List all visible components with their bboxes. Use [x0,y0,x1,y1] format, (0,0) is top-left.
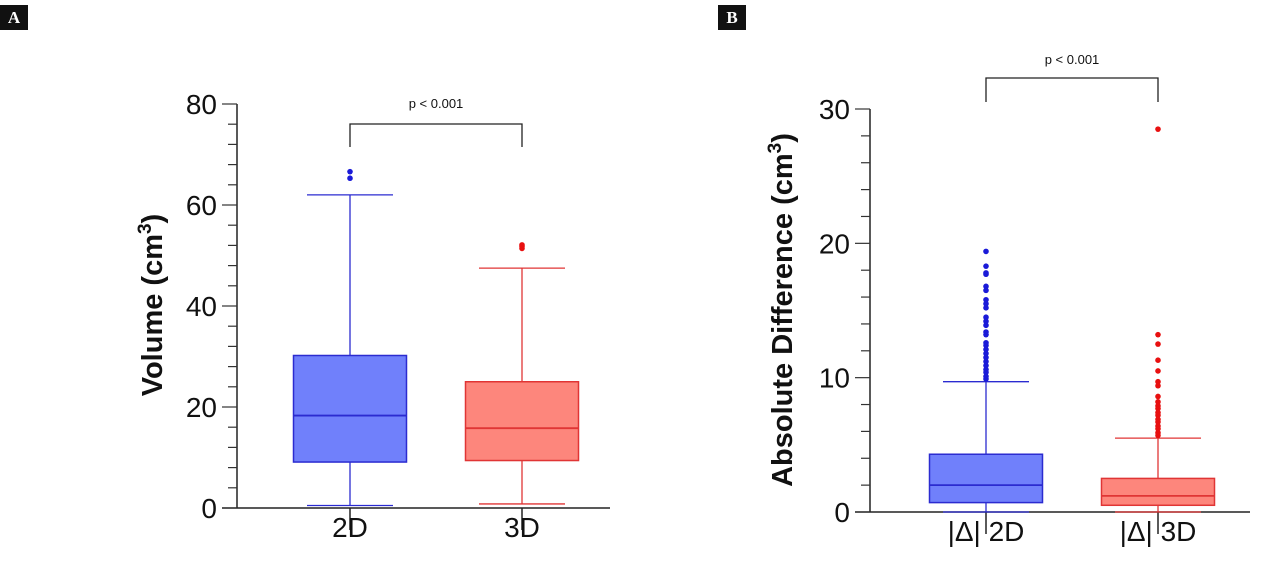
p-value-annotation: p < 0.001 [409,96,464,111]
panel-b: B 0 10 20 30 Absolute Difference (cm3) |Δ| 2D |… [718,5,1250,547]
outlier-point [1155,126,1161,132]
outlier-point [983,346,989,353]
x-category-label: 3D [504,512,540,543]
outlier-point [1155,419,1161,425]
outlier-point [1155,393,1161,400]
outlier-point [983,263,989,269]
outlier-point [983,314,989,321]
outlier-point [1155,368,1161,374]
outlier-point [983,287,989,294]
outlier-point [347,175,353,182]
y-axis-label-end: ) [137,214,169,224]
outlier-point [983,283,989,290]
significance-bracket [349,123,523,147]
outlier-point [1155,412,1161,419]
outlier-point [1155,432,1161,439]
outlier-point [1155,425,1161,432]
outlier-point [983,305,989,311]
p-value-annotation: p < 0.001 [1045,52,1100,67]
outlier-point [347,168,353,175]
outlier-point [983,362,989,369]
outlier-point [1155,341,1161,347]
outlier-point [983,300,989,307]
y-axis-label: Volume (cm3) [135,214,169,396]
x-category-label: |Δ| 2D [948,516,1025,547]
y-axis-label-superscript: 3 [765,143,786,154]
outlier-point [983,322,989,329]
outlier-point [983,376,989,382]
outlier-point [1155,357,1161,364]
outlier-point [983,248,989,255]
panel-label-box [0,5,28,30]
y-tick-label: 10 [819,363,850,394]
outlier-point [983,342,989,349]
box-2d: 2D [292,168,408,543]
outlier-point [1155,378,1161,385]
box-iqr [292,354,408,463]
outlier-point [983,318,989,325]
outlier-point [983,331,989,338]
outlier-point [519,242,525,248]
box-3d: 3D [464,242,580,543]
outlier-point [1155,382,1161,389]
y-tick-label: 20 [819,228,850,259]
outlier-point [983,358,989,365]
outlier-point [983,271,989,278]
y-axis-label-text: Volume (cm [137,234,169,396]
panel-label: B [726,8,737,27]
outlier-point [983,350,989,357]
box-2d: |Δ| 2D [928,248,1044,547]
outlier-point [983,369,989,376]
significance-bracket [985,77,1159,102]
box-iqr [1100,477,1216,507]
panel-label-box [718,5,746,30]
outlier-point [983,354,989,361]
outlier-point [1155,399,1161,405]
outlier-point [983,296,989,303]
box-iqr [464,381,580,462]
y-axis-label-text: Absolute Difference (cm [767,153,799,487]
outlier-point [1155,331,1161,338]
box-3d: |Δ| 3D [1100,126,1216,547]
y-tick-label: 0 [201,493,217,524]
x-category-label: 2D [332,512,368,543]
y-tick-label: 30 [819,94,850,125]
y-axis-label: Absolute Difference (cm3) [765,133,799,487]
x-category-label: |Δ| 3D [1120,516,1197,547]
y-axis-label-superscript: 3 [135,223,156,234]
outlier-point [1155,405,1161,412]
y-tick-label: 20 [186,392,217,423]
panel-label: A [8,8,21,27]
y-tick-label: 0 [834,497,850,528]
panel-a: A 0 20 40 60 80 Volume (cm3) 2D 3D p < 0.001 [0,5,610,543]
y-tick-label: 60 [186,190,217,221]
y-tick-label: 80 [186,89,217,120]
box-iqr [928,453,1044,504]
y-tick-label: 40 [186,291,217,322]
y-axis-label-end: ) [767,133,799,143]
